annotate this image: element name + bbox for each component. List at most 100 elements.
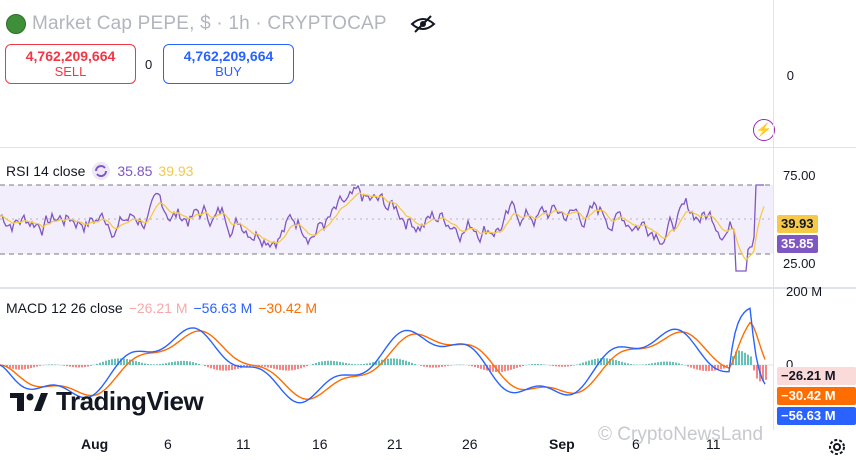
macd-histogram-bar xyxy=(321,361,323,365)
macd-histogram-bar xyxy=(582,362,584,365)
macd-histogram-bar xyxy=(645,364,647,365)
x-label-aug: Aug xyxy=(81,436,109,452)
macd-histogram-bar xyxy=(690,365,692,368)
macd-histogram-bar xyxy=(612,359,614,365)
macd-histogram-bar xyxy=(513,365,515,369)
pane-divider-price-rsi[interactable] xyxy=(0,147,856,148)
macd-histogram-bar xyxy=(624,362,626,365)
macd-histogram-bar xyxy=(291,365,293,371)
macd-histogram-bar xyxy=(627,363,629,365)
macd-histogram-bar xyxy=(207,365,209,368)
settings-gear-icon[interactable] xyxy=(826,436,848,458)
rsi-value-tag: 35.85 xyxy=(777,235,818,253)
rsi-legend[interactable]: RSI 14 close 35.85 39.93 xyxy=(6,161,193,181)
macd-histogram-bar xyxy=(258,365,260,367)
sell-button[interactable]: 4,762,209,664 SELL xyxy=(5,44,136,84)
macd-histogram-bar xyxy=(507,365,509,371)
macd-histogram-bar xyxy=(687,365,689,367)
macd-histogram-bar xyxy=(693,365,695,369)
macd-histogram-bar xyxy=(228,365,230,371)
rsi-ma-tag: 39.93 xyxy=(777,215,818,233)
macd-histogram-bar xyxy=(444,365,446,367)
macd-histogram-bar xyxy=(618,360,620,365)
macd-histogram-bar xyxy=(117,358,119,365)
macd-axis-top: 200 M xyxy=(786,284,823,299)
macd-histogram-bar xyxy=(162,363,164,365)
macd-histogram-bar xyxy=(78,365,80,368)
macd-histogram-bar xyxy=(282,365,284,371)
macd-histogram-bar xyxy=(159,364,161,365)
macd-histogram-bar xyxy=(63,365,65,366)
macd-histogram-bar xyxy=(33,365,35,368)
rsi-plot[interactable] xyxy=(0,150,773,285)
rsi-legend-value: 35.85 xyxy=(117,163,153,179)
lightning-icon[interactable]: ⚡ xyxy=(753,119,775,141)
macd-histogram-bar xyxy=(447,365,449,366)
macd-histogram-bar xyxy=(318,362,320,365)
macd-histogram-bar xyxy=(387,358,389,365)
macd-histogram-bar xyxy=(330,360,332,365)
macd-histogram-bar xyxy=(510,365,512,370)
macd-histogram-bar xyxy=(402,359,404,365)
macd-histogram-bar xyxy=(492,365,494,372)
rsi-legend-ma-value: 39.93 xyxy=(158,163,194,179)
macd-histogram-bar xyxy=(177,361,179,365)
macd-histogram-bar xyxy=(594,358,596,365)
macd-histogram-bar xyxy=(327,360,329,365)
macd-histogram-bar xyxy=(288,365,290,371)
macd-histogram-bar xyxy=(762,365,764,382)
macd-legend-hist: −26.21 M xyxy=(128,300,188,316)
macd-histogram-bar xyxy=(186,361,188,365)
macd-legend[interactable]: MACD 12 26 close −26.21 M −56.63 M −30.4… xyxy=(6,300,317,316)
macd-histogram-bar xyxy=(9,365,11,368)
macd-histogram-bar xyxy=(24,365,26,370)
macd-histogram-bar xyxy=(678,363,680,365)
macd-histogram-bar xyxy=(210,365,212,369)
tradingview-logo[interactable]: TradingView xyxy=(10,386,204,417)
sell-price: 4,762,209,664 xyxy=(25,48,116,64)
macd-histogram-bar xyxy=(489,365,491,372)
macd-plot[interactable] xyxy=(0,290,773,430)
eye-hidden-icon[interactable] xyxy=(410,14,436,34)
macd-histogram-bar xyxy=(15,365,17,370)
macd-histogram-bar xyxy=(651,363,653,365)
macd-histogram-bar xyxy=(180,360,182,365)
macd-histogram-bar xyxy=(672,362,674,365)
macd-histogram-bar xyxy=(192,362,194,365)
macd-histogram-bar xyxy=(87,365,89,367)
macd-histogram-bar xyxy=(204,365,206,367)
macd-histogram-bar xyxy=(420,365,422,366)
macd-histogram-bar xyxy=(477,365,479,368)
macd-histogram-bar xyxy=(615,360,617,365)
macd-histogram-bar xyxy=(315,362,317,365)
macd-histogram-bar xyxy=(372,362,374,365)
spread-value: 0 xyxy=(145,57,153,72)
macd-histogram-bar xyxy=(540,364,542,365)
macd-histogram-bar xyxy=(66,365,68,367)
macd-histogram-bar xyxy=(597,358,599,365)
rsi-axis-upper: 75.00 xyxy=(783,168,816,183)
macd-histogram-bar xyxy=(21,365,23,370)
macd-histogram-bar xyxy=(237,365,239,369)
macd-histogram-bar xyxy=(270,365,272,369)
macd-histogram-bar xyxy=(339,361,341,365)
macd-histogram-bar xyxy=(765,365,767,380)
buy-button[interactable]: 4,762,209,664 BUY xyxy=(163,44,294,84)
macd-histogram-bar xyxy=(441,365,443,367)
macd-histogram-bar xyxy=(705,365,707,372)
macd-histogram-bar xyxy=(534,363,536,365)
macd-histogram-bar xyxy=(195,362,197,365)
x-label-16: 16 xyxy=(312,436,328,452)
rsi-legend-name: RSI 14 close xyxy=(6,163,86,179)
x-label-21: 21 xyxy=(387,436,403,452)
macd-histogram-bar xyxy=(150,364,152,365)
macd-histogram-bar xyxy=(423,365,425,367)
macd-histogram-bar xyxy=(225,365,227,371)
macd-histogram-bar xyxy=(6,365,8,367)
macd-histogram-bar xyxy=(81,365,83,368)
macd-histogram-bar xyxy=(657,362,659,365)
pane-divider-rsi-macd[interactable] xyxy=(0,287,856,289)
refresh-icon[interactable] xyxy=(91,161,111,181)
macd-histogram-bar xyxy=(219,365,221,371)
macd-histogram-bar xyxy=(279,365,281,370)
